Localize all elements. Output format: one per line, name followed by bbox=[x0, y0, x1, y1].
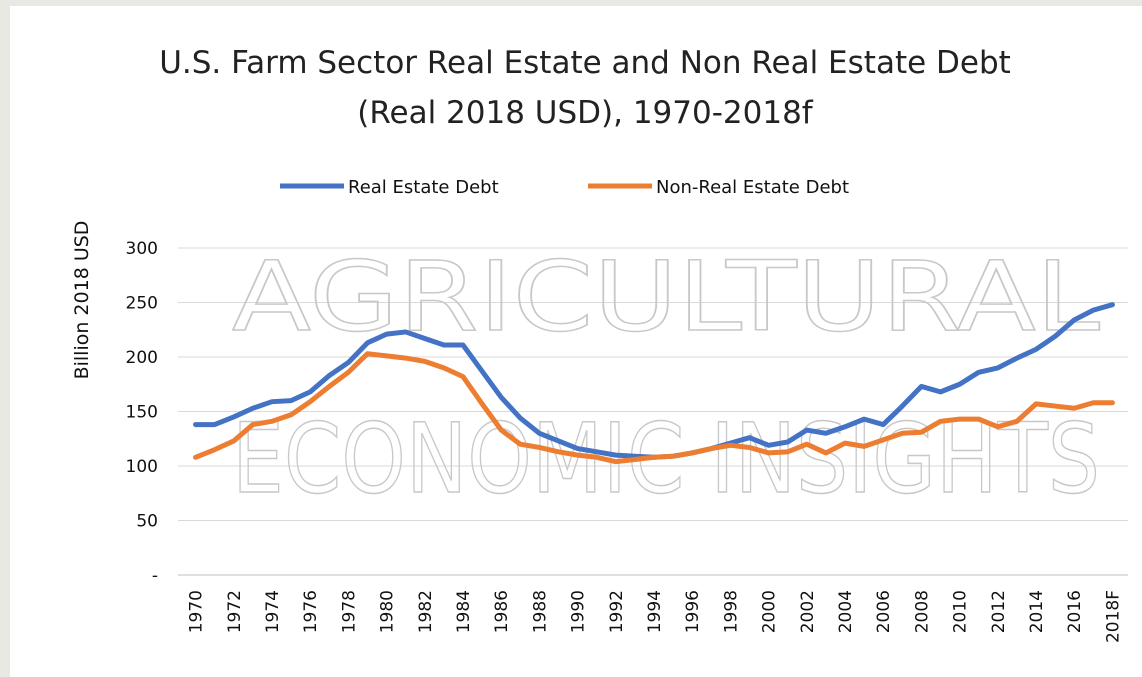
x-tick-label: 2014 bbox=[1027, 590, 1047, 633]
x-tick-label: 2000 bbox=[760, 590, 780, 633]
watermark: AGRICULTURAL bbox=[232, 241, 1100, 353]
y-tick-label: 150 bbox=[126, 403, 158, 423]
x-tick-label: 2016 bbox=[1065, 590, 1085, 633]
x-tick-label: 1980 bbox=[378, 590, 398, 633]
y-tick-label: 100 bbox=[126, 457, 158, 477]
x-tick-label: 1998 bbox=[721, 590, 741, 633]
series-line bbox=[193, 351, 1115, 465]
x-tick-label: 1996 bbox=[683, 590, 703, 633]
x-tick-label: 2004 bbox=[836, 590, 856, 633]
x-tick-label: 1976 bbox=[301, 590, 321, 633]
y-axis-label: Billion 2018 USD bbox=[71, 221, 93, 380]
x-tick-label: 1974 bbox=[263, 590, 283, 633]
x-tick-label: 1982 bbox=[416, 590, 436, 633]
x-tick-label: 1990 bbox=[569, 590, 589, 633]
x-tick-label: 2018F bbox=[1103, 590, 1123, 643]
y-tick-label: - bbox=[152, 566, 158, 586]
x-tick-label: 1988 bbox=[530, 590, 550, 633]
x-tick-label: 1970 bbox=[187, 590, 207, 633]
x-tick-label: 1986 bbox=[492, 590, 512, 633]
x-tick-label: 1984 bbox=[454, 590, 474, 633]
panel bbox=[10, 6, 1142, 677]
y-tick-label: 250 bbox=[126, 294, 158, 314]
x-tick-label: 1972 bbox=[225, 590, 245, 633]
x-tick-label: 1978 bbox=[339, 590, 359, 633]
y-tick-label: 200 bbox=[126, 348, 158, 368]
x-tick-label: 1994 bbox=[645, 590, 665, 633]
x-tick-label: 2006 bbox=[874, 590, 894, 633]
legend-label: Non-Real Estate Debt bbox=[656, 177, 849, 198]
x-tick-label: 2008 bbox=[912, 590, 932, 633]
chart-title: U.S. Farm Sector Real Estate and Non Rea… bbox=[159, 45, 1011, 131]
y-tick-label: 50 bbox=[136, 512, 158, 532]
x-tick-label: 2012 bbox=[989, 590, 1009, 633]
x-tick-label: 2002 bbox=[798, 590, 818, 633]
x-tick-label: 2010 bbox=[951, 590, 971, 633]
y-tick-label: 300 bbox=[126, 239, 158, 259]
x-tick-label: 1992 bbox=[607, 590, 627, 633]
legend-label: Real Estate Debt bbox=[348, 177, 499, 198]
